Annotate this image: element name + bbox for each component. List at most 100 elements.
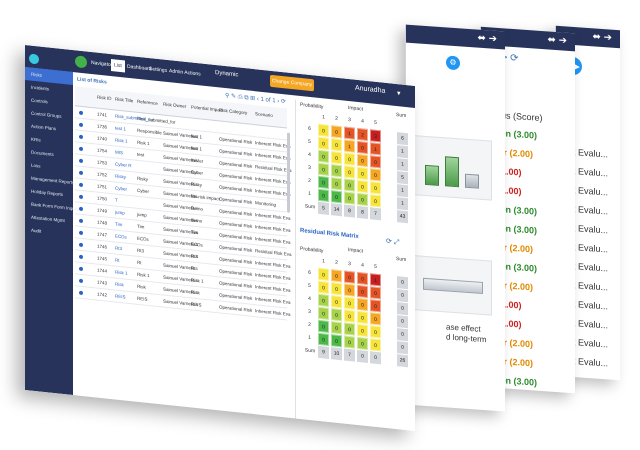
row-select-icon[interactable] xyxy=(79,290,83,296)
matrix-cell[interactable]: 0 xyxy=(357,323,368,338)
matrix-cell[interactable]: 0 xyxy=(370,325,381,339)
nav-item[interactable]: Dashboard xyxy=(127,63,152,73)
row-select-icon[interactable] xyxy=(79,158,83,164)
nav-item[interactable]: List xyxy=(111,59,125,73)
app-logo[interactable] xyxy=(29,49,69,67)
matrix-cell[interactable]: 0 xyxy=(331,269,342,283)
row-select-icon[interactable] xyxy=(79,182,83,188)
table-cell[interactable]: Rt xyxy=(115,257,120,263)
table-cell[interactable]: Cyber xyxy=(115,185,128,192)
matrix-cell[interactable]: 1 xyxy=(370,273,381,287)
matrix-cell[interactable]: 0 xyxy=(357,271,368,286)
window-controls-icon[interactable]: ⬌ ➔ xyxy=(477,32,497,45)
matrix-cell[interactable]: 0 xyxy=(331,138,342,152)
user-dropdown-icon[interactable]: ▾ xyxy=(397,90,401,98)
settings-icon[interactable]: ⚙ xyxy=(446,55,460,71)
matrix-cell[interactable]: 0 xyxy=(370,338,381,352)
column-header[interactable]: Risk ID xyxy=(97,94,112,102)
row-select-icon[interactable] xyxy=(79,266,83,272)
matrix-cell[interactable]: 0 xyxy=(318,162,329,176)
matrix-cell[interactable]: 1 xyxy=(344,126,355,140)
column-header[interactable]: Risk Owner xyxy=(163,101,187,109)
column-header[interactable]: Risk Title xyxy=(115,96,134,104)
matrix-cell[interactable]: 0 xyxy=(344,309,355,323)
table-cell[interactable]: Risk 1 xyxy=(115,269,128,276)
matrix-cell[interactable]: 0 xyxy=(357,140,368,155)
matrix-cell[interactable]: 0 xyxy=(331,164,342,178)
matrix-cell[interactable]: 0 xyxy=(344,322,355,336)
matrix-cell[interactable]: 0 xyxy=(318,123,329,137)
matrix-cell[interactable]: 0 xyxy=(344,283,355,297)
matrix-cell[interactable]: 0 xyxy=(331,177,342,191)
table-cell[interactable]: T xyxy=(115,197,118,203)
matrix-cell[interactable]: 0 xyxy=(331,295,342,309)
table-cell[interactable]: MIS xyxy=(115,149,124,156)
table-cell[interactable]: Tim xyxy=(115,221,123,228)
window-controls-icon[interactable]: ⬌ ➔ xyxy=(592,31,612,44)
matrix-cell[interactable]: 0 xyxy=(370,286,381,300)
table-cell[interactable]: Rt3 xyxy=(115,245,123,252)
matrix-cell[interactable]: 0 xyxy=(370,299,381,313)
change-company-button[interactable]: Change Company xyxy=(270,74,314,92)
table-cell[interactable]: Cyber R xyxy=(115,161,132,169)
matrix-cell[interactable]: 0 xyxy=(370,155,381,169)
matrix-cell[interactable]: 0 xyxy=(331,190,342,204)
matrix-cell[interactable]: 0 xyxy=(344,296,355,310)
matrix-cell[interactable]: 0 xyxy=(318,188,329,202)
table-scrollbar[interactable] xyxy=(287,132,290,213)
matrix-cell[interactable]: 0 xyxy=(357,297,368,312)
matrix-cell[interactable]: 1 xyxy=(370,142,381,156)
user-name[interactable]: Anuradha xyxy=(355,84,386,95)
matrix-cell[interactable]: 0 xyxy=(370,168,381,182)
matrix-cell[interactable]: 0 xyxy=(357,179,368,194)
matrix-cell[interactable]: 0 xyxy=(331,151,342,165)
matrix-cell[interactable]: 0 xyxy=(331,125,342,139)
table-cell[interactable]: Risky xyxy=(115,173,126,180)
matrix-cell[interactable]: 0 xyxy=(331,321,342,335)
row-select-icon[interactable] xyxy=(79,170,83,176)
matrix-cell[interactable]: 0 xyxy=(318,293,329,307)
matrix-cell[interactable]: 0 xyxy=(331,282,342,296)
matrix-cell[interactable]: 0 xyxy=(357,192,368,207)
home-icon[interactable] xyxy=(75,55,87,69)
matrix-cell[interactable]: 0 xyxy=(344,152,355,166)
column-header[interactable]: Risk Category xyxy=(219,107,248,116)
table-cell[interactable]: jump xyxy=(115,209,125,216)
matrix-cell[interactable]: 0 xyxy=(318,267,329,281)
table-cell[interactable]: Risk 1 xyxy=(115,137,128,144)
nav-item[interactable]: Navigator xyxy=(91,59,113,69)
table-cell[interactable]: Risk xyxy=(115,281,124,288)
matrix-cell[interactable]: 0 xyxy=(318,136,329,150)
table-cell[interactable]: REIS xyxy=(115,293,126,300)
matrix-cell[interactable]: 0 xyxy=(344,335,355,349)
table-cell[interactable]: test 1 xyxy=(115,125,127,132)
matrix-cell[interactable]: 0 xyxy=(344,165,355,179)
matrix-cell[interactable]: 0 xyxy=(370,194,381,208)
row-select-icon[interactable] xyxy=(79,230,83,236)
matrix-cell[interactable]: 0 xyxy=(370,181,381,195)
matrix-cell[interactable]: 0 xyxy=(318,306,329,320)
nav-item[interactable]: Admin Actions xyxy=(169,68,201,78)
row-select-icon[interactable] xyxy=(79,110,83,116)
matrix-cell[interactable]: 0 xyxy=(357,153,368,168)
row-select-icon[interactable] xyxy=(79,134,83,140)
row-select-icon[interactable] xyxy=(79,278,83,284)
matrix-controls[interactable]: ⟳ ⤢ xyxy=(386,237,400,247)
matrix-cell[interactable]: 0 xyxy=(370,312,381,326)
matrix-cell[interactable]: 0 xyxy=(318,149,329,163)
row-select-icon[interactable] xyxy=(79,122,83,128)
row-select-icon[interactable] xyxy=(79,218,83,224)
matrix-cell[interactable]: 0 xyxy=(357,310,368,325)
window-controls-icon[interactable]: ⬌ ➔ xyxy=(547,34,567,47)
nav-item[interactable]: Settings xyxy=(149,66,168,74)
matrix-cell[interactable]: 0 xyxy=(331,334,342,348)
matrix-cell[interactable]: 2 xyxy=(357,127,368,142)
column-header[interactable]: Scenario xyxy=(255,111,273,119)
matrix-cell[interactable]: 0 xyxy=(344,178,355,192)
row-select-icon[interactable] xyxy=(79,146,83,152)
matrix-cell[interactable]: 0 xyxy=(331,308,342,322)
matrix-cell[interactable]: 3 xyxy=(370,129,381,143)
matrix-cell[interactable]: 0 xyxy=(318,175,329,189)
table-cell[interactable]: ECDs xyxy=(115,233,127,240)
matrix-cell[interactable]: 0 xyxy=(357,284,368,299)
